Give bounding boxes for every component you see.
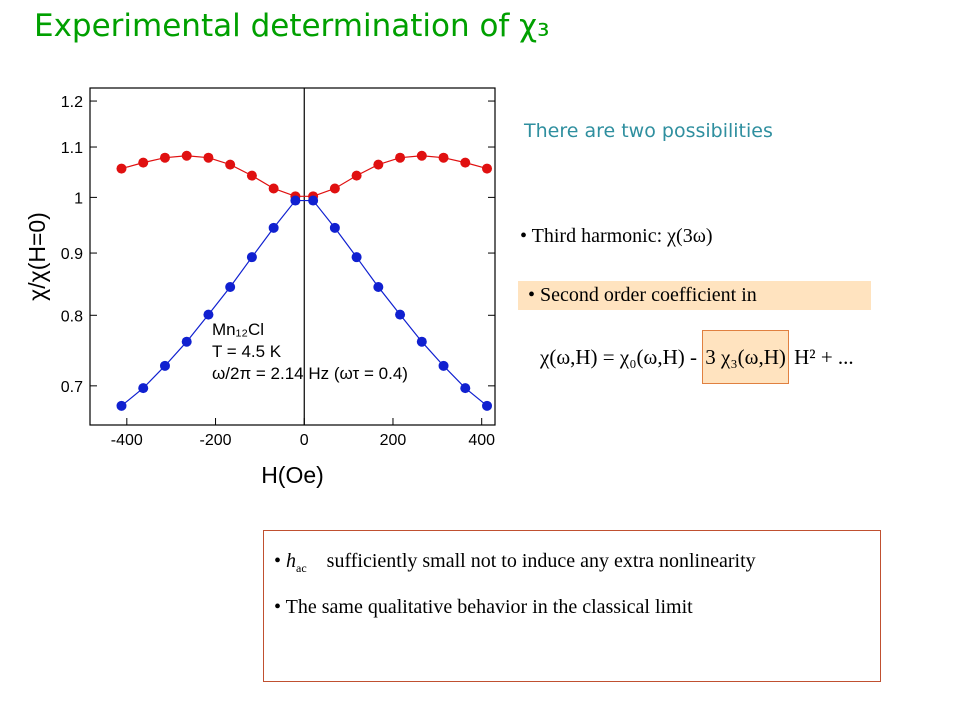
data-point <box>138 383 149 394</box>
plot-frame <box>89 87 496 426</box>
data-point <box>329 222 340 233</box>
y-tick-label: 0.8 <box>61 308 83 325</box>
annotation: Mn₁₂Cl <box>212 320 264 339</box>
annotation: ω/2π = 2.14 Hz (ωτ = 0.4) <box>212 364 408 383</box>
y-tick-label: 0.9 <box>61 246 83 263</box>
x-tick-label: 0 <box>300 432 309 449</box>
x-axis-label: H(Oe) <box>261 462 324 488</box>
note-symbol: h <box>286 550 297 572</box>
data-point <box>373 281 384 292</box>
data-point <box>138 157 149 168</box>
chart: 1.2 1.1 1 0.9 0.8 0.7 -400 -200 0 200 400 H(Oe) χ/χ(… <box>24 87 496 488</box>
data-point <box>225 159 236 170</box>
bullet-item: • Second order coefficient in <box>518 281 871 310</box>
notes-box: • hac sufficiently small not to induce a… <box>263 530 881 682</box>
data-point <box>116 400 127 411</box>
data-point <box>290 195 301 206</box>
data-point <box>482 400 493 411</box>
data-point <box>351 252 362 263</box>
data-point <box>416 336 427 347</box>
note-text: The same qualitative behavior in the cla… <box>285 596 693 619</box>
data-point <box>116 163 127 174</box>
bullet-item: • Third harmonic: χ(3ω) <box>520 225 713 247</box>
data-point <box>395 309 406 320</box>
x-tick-label: -200 <box>200 432 232 449</box>
item-text: Third harmonic: χ(3ω) <box>531 225 713 247</box>
data-point <box>351 170 362 181</box>
y-axis-label: χ/χ(H=0) <box>24 212 50 301</box>
note: • The same qualitative behavior in the c… <box>274 596 693 619</box>
slide-title: Experimental determination of χ₃ <box>34 8 550 44</box>
data-point <box>438 152 449 163</box>
data-point <box>203 152 214 163</box>
note: • hac sufficiently small not to induce a… <box>274 550 756 575</box>
data-point <box>373 159 384 170</box>
note-subscript: ac <box>296 561 307 575</box>
data-point <box>308 195 319 206</box>
data-point <box>159 152 170 163</box>
data-point <box>329 183 340 194</box>
x-tick-label: 400 <box>468 432 495 449</box>
item-text: Second order coefficient in <box>540 284 757 306</box>
data-point <box>460 383 471 394</box>
data-point <box>181 150 192 161</box>
data-point <box>225 281 236 292</box>
y-tick-label: 1.1 <box>61 140 83 157</box>
y-tick-label: 1.2 <box>61 94 83 111</box>
data-point <box>268 183 279 194</box>
data-point <box>416 150 427 161</box>
annotation: T = 4.5 K <box>212 342 282 361</box>
data-point <box>203 309 214 320</box>
note-text: sufficiently small not to induce any ext… <box>326 550 756 572</box>
data-point <box>395 152 406 163</box>
series-line <box>121 199 488 407</box>
y-tick-label: 1 <box>74 190 83 207</box>
equation-boxed: 3 χ₃(ω,H) <box>702 330 789 384</box>
data-point <box>246 170 257 181</box>
equation-part: H² + ... <box>794 345 854 369</box>
data-point <box>268 222 279 233</box>
data-point <box>181 336 192 347</box>
equation: χ(ω,H) = χ₀(ω,H) - 3 χ₃(ω,H) H² + ... <box>540 330 854 384</box>
data-point <box>159 360 170 371</box>
data-point <box>460 157 471 168</box>
data-point <box>246 252 257 263</box>
equation-part: χ(ω,H) = χ₀(ω,H) - <box>540 345 697 369</box>
y-tick-label: 0.7 <box>61 379 83 396</box>
x-tick-label: 200 <box>380 432 407 449</box>
heading: There are two possibilities <box>524 120 773 142</box>
x-tick-label: -400 <box>111 432 143 449</box>
data-point <box>482 163 493 174</box>
data-point <box>438 360 449 371</box>
